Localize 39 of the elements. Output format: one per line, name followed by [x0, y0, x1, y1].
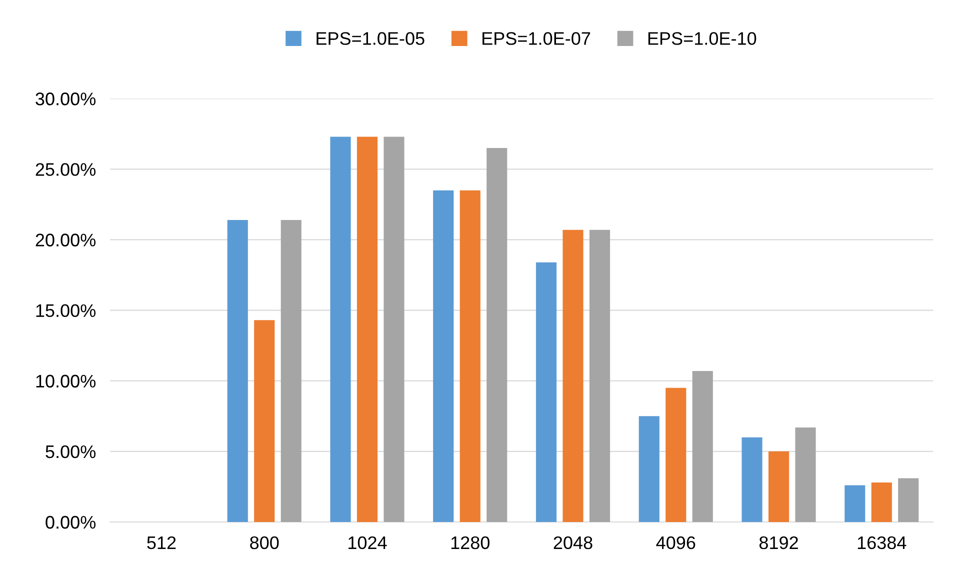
bar — [536, 262, 557, 522]
bar — [898, 478, 919, 522]
bar — [768, 451, 790, 522]
bar — [356, 136, 378, 522]
bar — [844, 485, 866, 522]
y-tick-label: 0.00% — [46, 516, 96, 529]
bar — [795, 427, 816, 522]
bar — [227, 220, 248, 522]
bar — [742, 437, 762, 522]
y-tick-label: 30.00% — [36, 92, 96, 106]
legend-label: EPS=1.0E-07 — [482, 32, 590, 45]
x-tick-label: 2048 — [554, 536, 592, 550]
bar — [254, 320, 275, 522]
x-tick-label: 4096 — [656, 536, 696, 550]
x-tick-label: 1280 — [451, 536, 490, 550]
bar — [638, 416, 660, 522]
legend-label: EPS=1.0E-10 — [648, 32, 756, 45]
bar — [486, 148, 508, 522]
bar — [562, 230, 584, 522]
x-tick-label: 1024 — [348, 536, 387, 550]
y-tick-label: 5.00% — [46, 445, 96, 458]
bar — [871, 482, 892, 522]
y-tick-label: 20.00% — [36, 234, 96, 246]
bar — [384, 136, 404, 522]
legend-label: EPS=1.0E-05 — [316, 32, 424, 45]
x-tick-label: 512 — [147, 536, 176, 550]
bar — [330, 136, 351, 522]
x-tick-label: 800 — [250, 536, 279, 550]
bar — [589, 230, 610, 522]
y-tick-label: 10.00% — [36, 374, 96, 388]
bar — [433, 190, 454, 522]
y-tick-label: 15.00% — [36, 304, 96, 318]
y-tick-label: 25.00% — [36, 163, 96, 176]
bar — [666, 388, 686, 522]
bar — [692, 370, 713, 522]
bar — [280, 220, 302, 522]
bar — [460, 190, 480, 522]
x-tick-label: 16384 — [858, 536, 906, 550]
x-tick-label: 8192 — [759, 536, 798, 550]
